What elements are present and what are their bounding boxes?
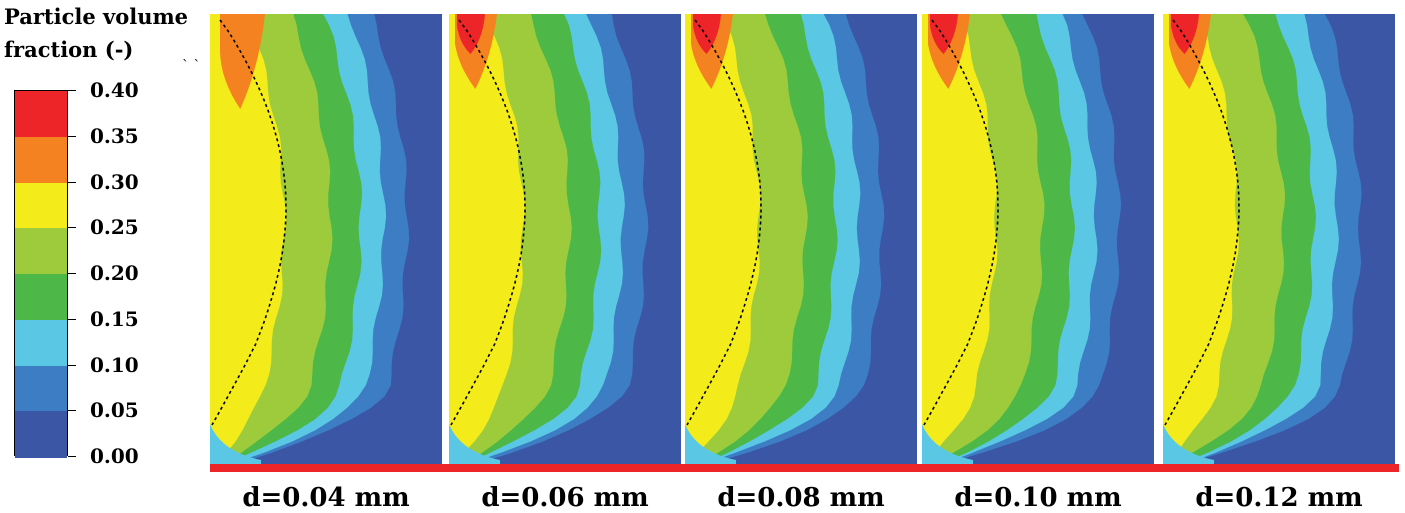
- panel-label: d=0.12 mm: [1195, 483, 1363, 513]
- colorbar-segment: [15, 274, 67, 321]
- colorbar-tick-mark: [68, 456, 76, 457]
- contour-band-0.25: [449, 14, 526, 464]
- profile-curve: [211, 19, 287, 426]
- panel-label: d=0.10 mm: [954, 483, 1122, 513]
- colorbar-tick-label: 0.05: [90, 398, 139, 423]
- contour-band-near-wall: [685, 424, 737, 464]
- colorbar-tick-label: 0.30: [90, 169, 139, 194]
- colorbar-title: Particle volume fraction (-): [4, 0, 204, 66]
- stray-mark: ` `: [182, 58, 201, 74]
- profile-curve: [923, 19, 999, 426]
- contour-plot: [922, 14, 1154, 464]
- colorbar-segment: [15, 365, 67, 412]
- bottom-wall-line: [210, 464, 1399, 472]
- contour-plot: [449, 14, 681, 464]
- contour-band-0.25: [210, 14, 287, 464]
- colorbar-tick-mark: [68, 227, 76, 229]
- contour-band-near-wall: [449, 424, 501, 464]
- contour-plot: [1163, 14, 1395, 464]
- colorbar-tick-mark: [68, 181, 76, 183]
- contour-panel: [210, 14, 442, 464]
- contour-band-0.25: [922, 14, 998, 464]
- colorbar-tick-label: 0.40: [90, 78, 139, 102]
- contour-band-0.35: [457, 14, 485, 54]
- contour-plot: [210, 14, 442, 464]
- colorbar-title-line2: fraction (-): [4, 37, 134, 62]
- contour-panel: [685, 14, 917, 464]
- contour-band-near-wall: [1163, 424, 1215, 464]
- colorbar-tick-label: 0.35: [90, 123, 139, 148]
- colorbar-tick-mark: [68, 410, 76, 412]
- colorbar-segment: [15, 136, 67, 183]
- colorbar: [14, 90, 68, 458]
- panel-label: d=0.04 mm: [242, 483, 410, 513]
- profile-curve: [1164, 19, 1240, 426]
- contour-panel: [449, 14, 681, 464]
- colorbar-tick-label: 0.00: [90, 444, 139, 468]
- colorbar-segment: [15, 228, 67, 275]
- colorbar-tick-label: 0.25: [90, 215, 139, 240]
- colorbar-tick-label: 0.10: [90, 352, 139, 377]
- contour-panel: [1163, 14, 1395, 464]
- contour-plot: [685, 14, 917, 464]
- colorbar-tick-label: 0.20: [90, 261, 139, 285]
- contour-band-near-wall: [210, 424, 262, 464]
- colorbar-segment: [15, 411, 67, 458]
- contour-band-near-wall: [922, 424, 974, 464]
- colorbar-segment: [15, 319, 67, 366]
- contour-band-0.30: [220, 14, 265, 109]
- contour-band-0.35: [1171, 14, 1199, 54]
- panel-label: d=0.06 mm: [481, 483, 649, 513]
- profile-curve: [450, 19, 526, 426]
- contour-band-0.25: [685, 14, 761, 464]
- panel-label: d=0.08 mm: [717, 483, 885, 513]
- colorbar-tick-label: 0.15: [90, 306, 139, 331]
- colorbar-tick-mark: [68, 90, 76, 91]
- colorbar-tick-mark: [68, 318, 76, 320]
- colorbar-title-line1: Particle volume: [4, 4, 189, 29]
- colorbar-tick-mark: [68, 135, 76, 137]
- contour-band-0.25: [1163, 14, 1239, 464]
- colorbar-tick-mark: [68, 364, 76, 366]
- colorbar-segment: [15, 91, 67, 138]
- colorbar-segment: [15, 182, 67, 229]
- contour-band-0.35: [693, 14, 721, 54]
- contour-panel: [922, 14, 1154, 464]
- colorbar-tick-mark: [68, 273, 76, 274]
- contour-band-0.35: [930, 14, 958, 54]
- profile-curve: [686, 19, 762, 426]
